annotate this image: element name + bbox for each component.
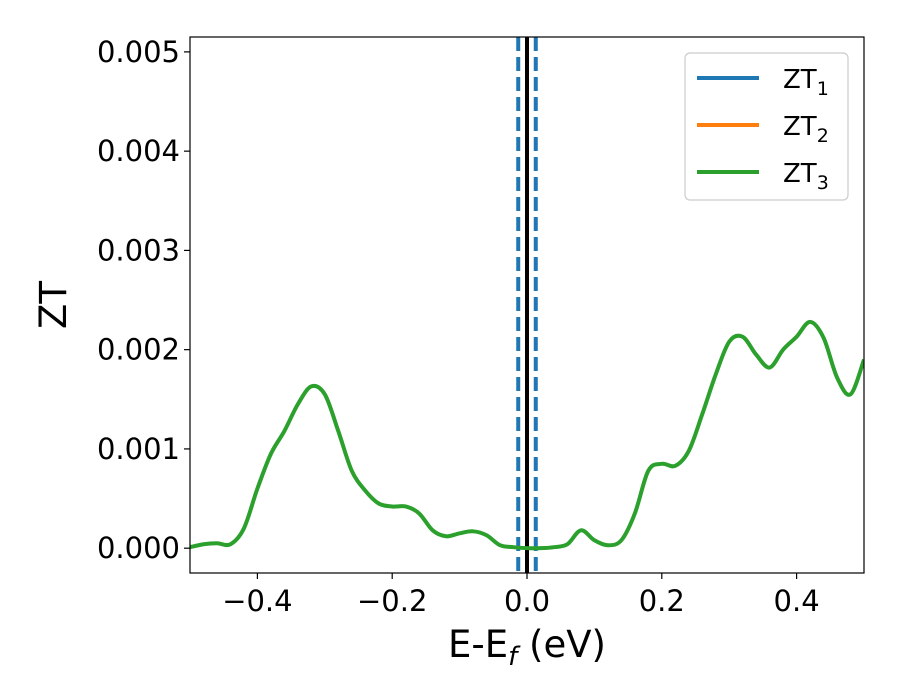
x-axis-label: E-Ef (eV): [448, 623, 606, 672]
y-axis-label: ZT: [32, 281, 75, 329]
y-tick-label: 0.001: [97, 432, 180, 466]
series-line-3: [190, 319, 864, 551]
x-tick-label: 0.4: [774, 584, 820, 618]
x-tick-label: −0.4: [222, 584, 292, 618]
legend-label: ZT2: [783, 112, 829, 147]
y-tick-label: 0.004: [97, 134, 180, 168]
x-axis-ticks: −0.4 −0.2 0.0 0.2 0.4: [222, 573, 820, 618]
y-tick-label: 0.000: [97, 531, 180, 565]
x-tick-label: −0.2: [357, 584, 427, 618]
y-tick-label: 0.002: [97, 333, 180, 367]
y-tick-label: 0.003: [97, 233, 180, 267]
legend-label: ZT3: [783, 159, 829, 194]
legend-box: [684, 52, 849, 201]
x-tick-label: 0.0: [504, 584, 550, 618]
y-tick-label: 0.005: [97, 35, 180, 69]
vertical-lines: [516, 37, 538, 573]
series-lines: [190, 319, 864, 551]
legend: ZT1 ZT2 ZT3: [684, 52, 849, 201]
x-tick-label: 0.2: [639, 584, 685, 618]
legend-label: ZT1: [783, 65, 829, 100]
y-axis-ticks: 0.000 0.001 0.002 0.003 0.004 0.005: [97, 35, 190, 565]
